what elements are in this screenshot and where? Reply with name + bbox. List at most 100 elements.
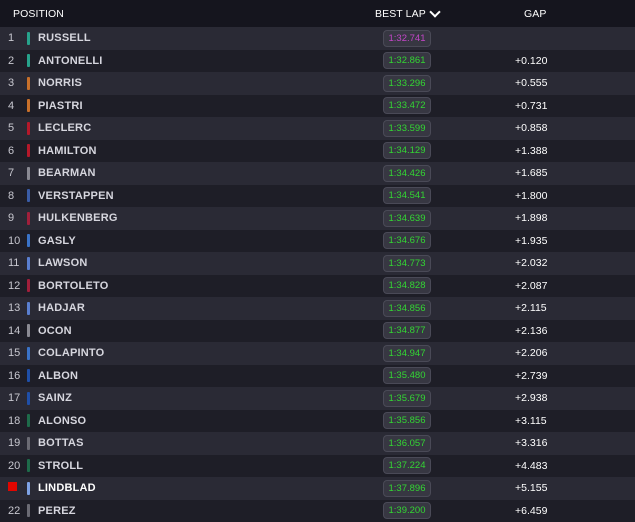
best-lap-time: 1:34.877 — [383, 322, 431, 340]
team-color-bar — [27, 189, 30, 203]
best-lap-cell: 1:37.224 — [360, 457, 510, 475]
best-lap-time: 1:35.856 — [383, 412, 431, 430]
table-row[interactable]: 12 BORTOLETO 1:34.828 +2.087 — [0, 274, 635, 297]
team-color-bar — [27, 301, 30, 315]
position-number: 19 — [8, 437, 21, 450]
team-color-bar — [27, 99, 30, 113]
table-row[interactable]: 19 BOTTAS 1:36.057 +3.316 — [0, 432, 635, 455]
position-number: 17 — [8, 392, 21, 405]
gap-value: +2.136 — [515, 324, 548, 337]
team-color-bar — [27, 31, 30, 45]
best-lap-cell: 1:33.472 — [360, 97, 510, 115]
position-number — [0, 482, 27, 494]
table-row[interactable]: 9 HULKENBERG 1:34.639 +1.898 — [0, 207, 635, 230]
table-row[interactable]: 15 COLAPINTO 1:34.947 +2.206 — [0, 342, 635, 365]
table-row[interactable]: 5 LECLERC 1:33.599 +0.858 — [0, 117, 635, 140]
table-row[interactable]: 6 HAMILTON 1:34.129 +1.388 — [0, 139, 635, 162]
table-row[interactable]: 4 PIASTRI 1:33.472 +0.731 — [0, 94, 635, 117]
gap-value: +2.115 — [515, 302, 547, 315]
position-number: 7 — [8, 167, 15, 180]
table-row[interactable]: 18 ALONSO 1:35.856 +3.115 — [0, 409, 635, 432]
position-number: 8 — [8, 189, 15, 202]
gap-value: +2.206 — [515, 347, 548, 360]
best-lap-cell: 1:35.856 — [360, 412, 510, 430]
table-row[interactable]: 7 BEARMAN 1:34.426 +1.685 — [0, 162, 635, 185]
best-lap-cell: 1:33.296 — [360, 74, 510, 92]
best-lap-time: 1:36.057 — [383, 434, 431, 452]
table-row[interactable]: 8 VERSTAPPEN 1:34.541 +1.800 — [0, 184, 635, 207]
best-lap-cell: 1:34.426 — [360, 164, 510, 182]
driver-name: GASLY — [38, 234, 76, 247]
table-row[interactable]: 1 RUSSELL 1:32.741 — [0, 27, 635, 50]
driver-name: SAINZ — [38, 392, 72, 405]
position-number: 11 — [8, 257, 20, 270]
position-number: 12 — [8, 279, 21, 292]
position-number: 2 — [8, 54, 15, 67]
table-row[interactable]: 16 ALBON 1:35.480 +2.739 — [0, 364, 635, 387]
team-color-bar — [27, 54, 30, 68]
best-lap-header-label: BEST LAP — [375, 7, 426, 20]
driver-name: BORTOLETO — [38, 279, 109, 292]
best-lap-time: 1:33.599 — [383, 119, 431, 137]
best-lap-cell: 1:32.741 — [360, 29, 510, 47]
best-lap-cell: 1:34.828 — [360, 277, 510, 295]
best-lap-cell: 1:34.541 — [360, 187, 510, 205]
gap-value: +0.858 — [515, 122, 548, 135]
best-lap-time: 1:34.828 — [383, 277, 431, 295]
driver-name: STROLL — [38, 459, 84, 472]
best-lap-sort-header[interactable]: BEST LAP — [360, 5, 490, 20]
best-lap-time: 1:34.129 — [383, 142, 431, 160]
driver-name: RUSSELL — [38, 32, 91, 45]
table-row[interactable]: 11 LAWSON 1:34.773 +2.032 — [0, 252, 635, 275]
table-row[interactable]: LINDBLAD 1:37.896 +5.155 — [0, 477, 635, 500]
table-row[interactable]: 13 HADJAR 1:34.856 +2.115 — [0, 297, 635, 320]
table-row[interactable]: 10 GASLY 1:34.676 +1.935 — [0, 229, 635, 252]
chevron-down-icon[interactable] — [429, 5, 441, 18]
best-lap-time: 1:34.676 — [383, 232, 431, 250]
driver-name: ALONSO — [38, 414, 87, 427]
best-lap-cell: 1:34.877 — [360, 322, 510, 340]
team-color-bar — [27, 459, 30, 473]
position-number: 16 — [8, 369, 21, 382]
driver-name: LAWSON — [38, 257, 88, 270]
best-lap-cell: 1:34.947 — [360, 344, 510, 362]
driver-name: ANTONELLI — [38, 54, 103, 67]
gap-value: +5.155 — [515, 482, 548, 495]
best-lap-cell: 1:34.856 — [360, 299, 510, 317]
best-lap-time: 1:32.741 — [383, 29, 431, 47]
red-flag-icon — [8, 482, 17, 492]
position-header: POSITION — [13, 7, 64, 20]
position-number: 15 — [8, 347, 21, 360]
gap-value: +0.555 — [515, 77, 548, 90]
position-number: 9 — [8, 212, 15, 225]
table-row[interactable]: 22 PEREZ 1:39.200 +6.459 — [0, 499, 635, 522]
best-lap-time: 1:35.679 — [383, 389, 431, 407]
team-color-bar — [27, 346, 30, 360]
best-lap-cell: 1:34.129 — [360, 142, 510, 160]
best-lap-cell: 1:35.480 — [360, 367, 510, 385]
driver-name: VERSTAPPEN — [38, 189, 114, 202]
best-lap-time: 1:37.224 — [383, 457, 431, 475]
position-number: 13 — [8, 302, 21, 315]
table-row[interactable]: 3 NORRIS 1:33.296 +0.555 — [0, 72, 635, 95]
position-number: 14 — [8, 324, 21, 337]
driver-name: OCON — [38, 324, 72, 337]
position-number: 5 — [8, 122, 15, 135]
gap-value: +1.935 — [515, 234, 548, 247]
driver-name: ALBON — [38, 369, 79, 382]
gap-value: +2.032 — [515, 257, 548, 270]
position-number: 6 — [8, 144, 15, 157]
best-lap-cell: 1:36.057 — [360, 434, 510, 452]
table-row[interactable]: 20 STROLL 1:37.224 +4.483 — [0, 454, 635, 477]
best-lap-time: 1:35.480 — [383, 367, 431, 385]
gap-value: +2.087 — [515, 279, 548, 292]
driver-name: COLAPINTO — [38, 347, 105, 360]
table-row[interactable]: 17 SAINZ 1:35.679 +2.938 — [0, 387, 635, 410]
table-row[interactable]: 14 OCON 1:34.877 +2.136 — [0, 319, 635, 342]
position-number: 20 — [8, 459, 21, 472]
position-number: 1 — [8, 32, 15, 45]
best-lap-cell: 1:34.676 — [360, 232, 510, 250]
table-row[interactable]: 2 ANTONELLI 1:32.861 +0.120 — [0, 49, 635, 72]
best-lap-cell: 1:34.773 — [360, 254, 510, 272]
best-lap-cell: 1:39.200 — [360, 502, 510, 520]
